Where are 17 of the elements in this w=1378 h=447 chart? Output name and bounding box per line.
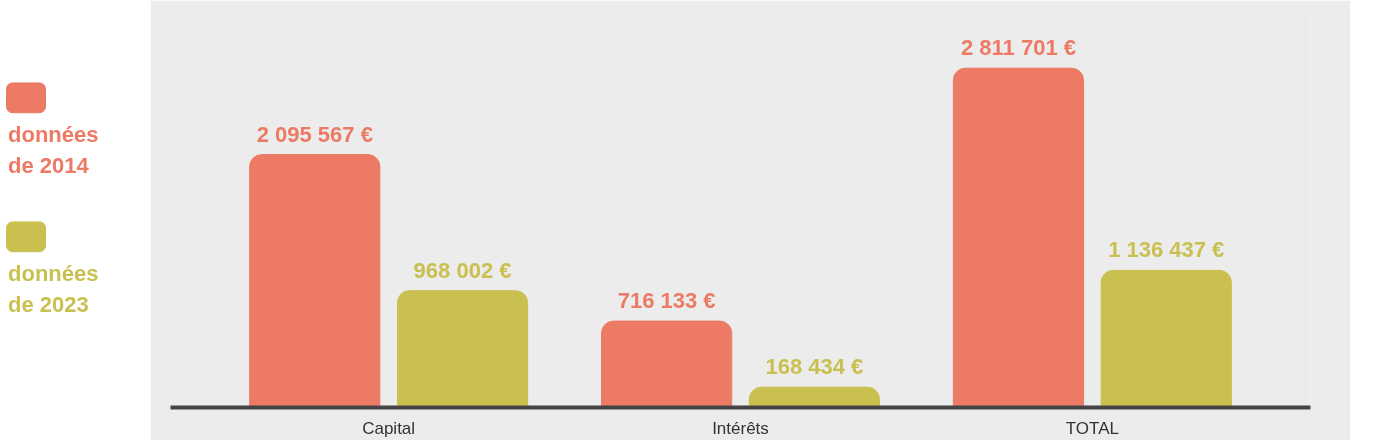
x-tick-label: Capital [362,418,416,438]
bar [601,320,733,408]
legend-label: données de 2023 [8,260,99,317]
data-label: 168 434 € [765,354,864,380]
bar [249,154,381,408]
data-label: 2 095 567 € [256,121,373,147]
data-label: 1 136 437 € [1108,237,1225,263]
data-label: 968 002 € [413,257,512,283]
data-label: 2 811 701 € [960,35,1076,61]
bar [952,67,1085,408]
x-tick-label: Intérêts [712,418,769,438]
legend-label: données de 2014 [8,121,99,178]
bar [396,290,529,408]
bar [748,386,880,408]
bar [1100,269,1232,408]
data-label: 716 133 € [617,288,716,314]
x-tick-label: TOTAL [1065,418,1119,438]
